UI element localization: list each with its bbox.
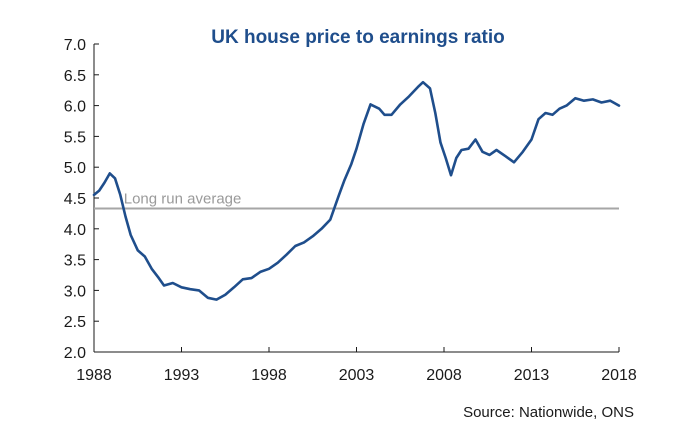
source-note: Source: Nationwide, ONS [463,404,634,421]
x-tick-label: 2013 [514,367,550,384]
y-tick-label: 7.0 [64,37,86,54]
x-tick-label: 1998 [251,367,287,384]
y-tick-label: 6.0 [64,99,86,116]
y-tick-label: 4.0 [64,222,86,239]
y-tick-label: 2.0 [64,345,86,362]
y-tick-label: 5.5 [64,129,86,146]
y-tick-label: 6.5 [64,68,86,85]
x-tick-label: 1993 [164,367,200,384]
x-tick-label: 2003 [339,367,375,384]
y-tick-label: 2.5 [64,314,86,331]
x-tick-label: 2018 [601,367,637,384]
x-tick-label: 2008 [426,367,462,384]
x-tick-label: 1988 [76,367,112,384]
y-tick-label: 4.5 [64,191,86,208]
y-tick-label: 3.5 [64,253,86,270]
x-axis: 1988 1993 1998 2003 2008 2013 2018 [76,347,637,384]
y-tick-label: 3.0 [64,283,86,300]
chart-title: UK house price to earnings ratio [211,27,505,48]
long-run-average-label: Long run average [124,190,242,207]
y-axis: 7.0 6.5 6.0 5.5 5.0 4.5 4.0 3.5 3.0 2.5 2.0 [64,37,99,362]
y-tick-label: 5.0 [64,160,86,177]
series-line [92,80,621,301]
